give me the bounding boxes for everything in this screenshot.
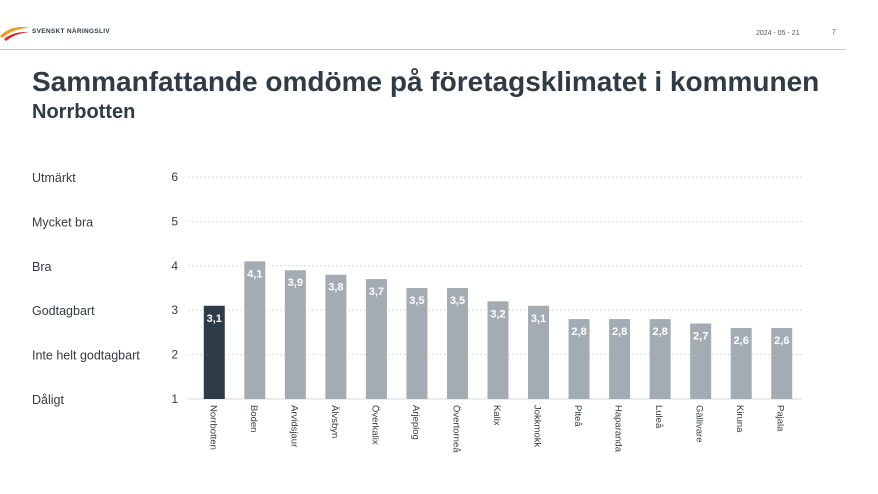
svenskt-naringsliv-logo-icon bbox=[0, 27, 30, 41]
bar-value-label: 2,6 bbox=[734, 335, 749, 347]
bar bbox=[609, 319, 631, 399]
chart-subtitle: Norrbotten bbox=[32, 101, 136, 123]
y-tick-label: 4 bbox=[171, 259, 178, 273]
x-tick-label: Haparanda bbox=[613, 405, 624, 453]
y-axis-labels: 1 Dåligt 2 Inte helt godtagbart 3 Godtagbart 4… bbox=[32, 170, 178, 407]
y-category-label: Dåligt bbox=[32, 393, 64, 407]
bar-value-label: 3,1 bbox=[531, 313, 546, 325]
bar bbox=[284, 270, 306, 399]
page-number: 7 bbox=[832, 29, 836, 36]
x-tick-label: Norrbotten bbox=[207, 405, 218, 450]
bar bbox=[690, 323, 712, 399]
bar bbox=[730, 327, 752, 399]
x-tick-label: Boden bbox=[248, 405, 259, 432]
bar-value-label: 3,5 bbox=[450, 295, 465, 307]
y-tick-label: 2 bbox=[171, 348, 178, 362]
y-tick-label: 6 bbox=[171, 170, 178, 184]
bar bbox=[406, 288, 428, 399]
bar-value-label: 3,2 bbox=[490, 308, 505, 320]
x-tick-label: Kalix bbox=[491, 405, 502, 426]
y-category-label: Godtagbart bbox=[32, 304, 95, 318]
bar-value-label: 4,1 bbox=[247, 268, 262, 280]
bar bbox=[365, 279, 387, 399]
bar-value-label: 3,7 bbox=[369, 286, 384, 298]
bar-value-label: 3,5 bbox=[409, 295, 424, 307]
y-category-label: Mycket bra bbox=[32, 215, 93, 229]
y-tick-label: 5 bbox=[171, 214, 178, 228]
y-tick-label: 3 bbox=[171, 303, 178, 317]
bar bbox=[446, 288, 468, 399]
brand-logo: SVENSKT NÄRINGSLIV bbox=[0, 20, 110, 42]
bars: 3,1 4,1 3,9 3,8 3,7 3,5 3,5 3,2 3,1 2,8 2,8 2,8 2,7 2… bbox=[203, 261, 793, 399]
bar bbox=[568, 319, 590, 399]
slide-header: SVENSKT NÄRINGSLIV 2024 - 05 - 21 7 bbox=[0, 0, 878, 50]
x-tick-label: Jokkmokk bbox=[532, 405, 543, 447]
bar-value-label: 2,7 bbox=[693, 331, 708, 343]
x-axis-labels: Norrbotten Boden Arvidsjaur Älvsbyn Överkali… bbox=[207, 405, 785, 453]
bar-value-label: 3,1 bbox=[207, 313, 222, 325]
bar bbox=[325, 274, 347, 399]
x-tick-label: Pajala bbox=[775, 405, 786, 432]
y-tick-label: 1 bbox=[171, 392, 178, 406]
x-tick-label: Överkalix bbox=[369, 405, 380, 445]
y-category-label: Inte helt godtagbart bbox=[32, 349, 140, 363]
x-tick-label: Luleå bbox=[653, 405, 664, 429]
x-tick-label: Älvsbyn bbox=[329, 405, 340, 438]
bar-value-label: 2,6 bbox=[774, 335, 789, 347]
bar bbox=[649, 319, 671, 399]
x-tick-label: Arvidsjaur bbox=[288, 405, 299, 447]
x-tick-label: Övertorneå bbox=[450, 405, 461, 453]
bar-value-label: 2,8 bbox=[652, 326, 667, 338]
bar bbox=[244, 261, 266, 399]
bar bbox=[771, 327, 793, 399]
bar-value-label: 2,8 bbox=[612, 326, 627, 338]
bar-value-label: 3,9 bbox=[288, 277, 303, 289]
y-category-label: Utmärkt bbox=[32, 171, 76, 185]
x-tick-label: Piteå bbox=[572, 405, 583, 427]
bar bbox=[528, 305, 550, 399]
bar-value-label: 2,8 bbox=[571, 326, 586, 338]
bar bbox=[487, 301, 509, 399]
logo-text: SVENSKT NÄRINGSLIV bbox=[32, 27, 110, 35]
header-divider bbox=[0, 49, 846, 50]
bar bbox=[203, 305, 225, 399]
y-category-label: Bra bbox=[32, 260, 52, 274]
x-tick-label: Arjeplog bbox=[410, 405, 421, 440]
x-tick-label: Kiruna bbox=[734, 405, 745, 433]
bar-value-label: 3,8 bbox=[328, 282, 343, 294]
slide-date: 2024 - 05 - 21 bbox=[756, 30, 800, 37]
chart-title: Sammanfattande omdöme på företagsklimate… bbox=[32, 66, 820, 97]
x-tick-label: Gällivare bbox=[694, 405, 705, 443]
